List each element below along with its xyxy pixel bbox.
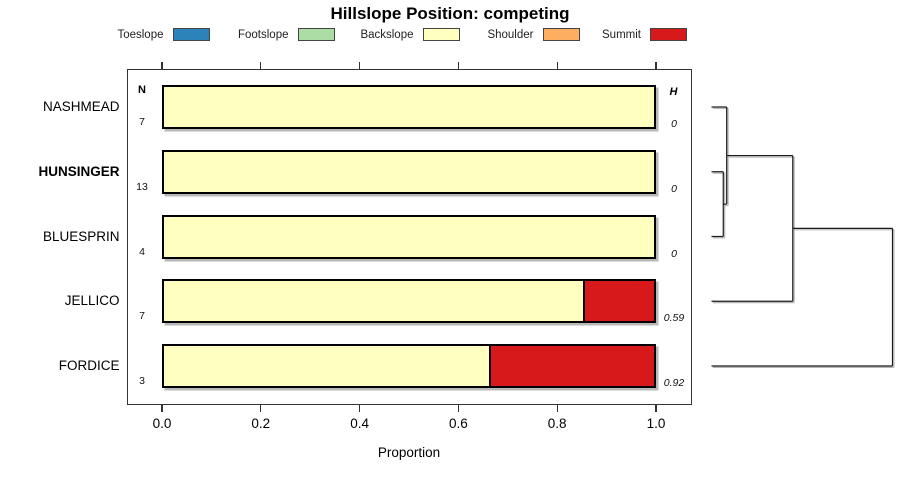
h-value-hunsinger: 0 [671,182,677,195]
bar-segment-fordice-summit [489,344,656,388]
bar-segment-jellico-summit [583,279,656,324]
chart-title: Hillslope Position: competing [330,4,570,23]
h-value-nashmead: 0 [671,118,677,130]
row-label-jellico: JELLICO [64,293,120,309]
legend-label-shoulder: Shoulder [487,29,534,41]
x-tick-top-0.4 [359,61,361,69]
n-value-fordice: 3 [139,375,145,387]
h-value-jellico: 0.59 [663,312,685,325]
legend-swatch-summit [650,28,687,41]
legend-label-backslope: Backslope [360,29,414,41]
x-tick-top-0.8 [556,61,558,69]
x-tick-top-1.0 [655,61,657,69]
legend-swatch-toeslope [172,28,210,41]
legend-label-toeslope: Toeslope [117,29,164,41]
bar-segment-hunsinger-backslope [162,149,656,194]
row-label-hunsinger: HUNSINGER [38,163,120,179]
x-tick-bottom-1.0 [655,404,657,412]
x-tick-bottom-0.6 [457,404,460,412]
x-tick-top-0.2 [260,61,262,69]
n-value-jellico: 7 [139,310,145,323]
x-tick-bottom-0.8 [556,404,558,412]
n-value-nashmead: 7 [139,116,145,128]
x-tick-bottom-0.4 [359,404,361,412]
row-label-nashmead: NASHMEAD [42,99,120,114]
legend-label-summit: Summit [602,29,641,41]
x-tick-label-0.4: 0.4 [350,416,369,431]
bar-segment-fordice-backslope [162,344,492,388]
x-axis-title: Proportion [377,445,441,460]
n-value-bluesprin: 4 [139,245,145,258]
bar-segment-jellico-backslope [162,279,586,324]
legend-label-footslope: Footslope [237,29,289,41]
bar-segment-nashmead-backslope [162,85,656,129]
x-tick-top-0.6 [457,61,460,69]
h-value-bluesprin: 0 [671,247,677,260]
plot-border [126,68,692,405]
x-tick-bottom-0.0 [161,404,163,412]
legend-swatch-shoulder [542,28,580,41]
h-value-fordice: 0.92 [663,377,685,389]
h-column-header: H [669,86,678,98]
legend-swatch-backslope [422,28,460,41]
x-tick-label-0.0: 0.0 [152,416,172,431]
bar-segment-bluesprin-backslope [162,214,656,259]
x-tick-label-1.0: 1.0 [646,416,666,431]
x-tick-label-0.8: 0.8 [547,416,567,431]
row-label-bluesprin: BLUESPRIN [42,228,120,244]
row-label-fordice: FORDICE [58,358,120,373]
x-tick-label-0.6: 0.6 [449,416,468,431]
x-tick-label-0.2: 0.2 [251,416,271,431]
x-tick-top-0.0 [161,61,163,69]
n-column-header: N [138,84,146,96]
x-tick-bottom-0.2 [260,404,262,412]
n-value-hunsinger: 13 [136,180,148,193]
legend-swatch-footslope [297,28,335,41]
